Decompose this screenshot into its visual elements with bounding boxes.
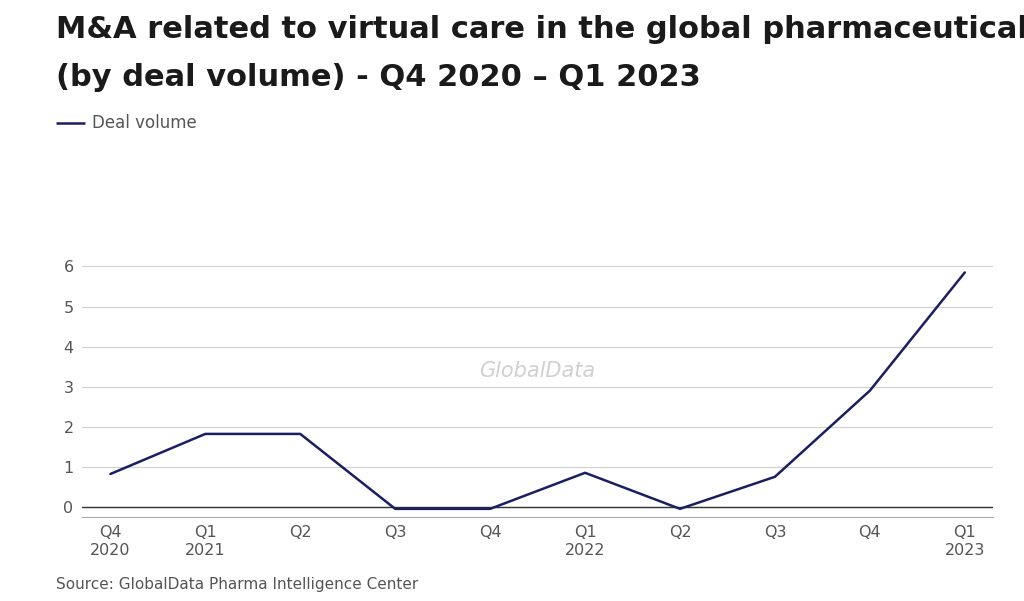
Text: Deal volume: Deal volume	[92, 114, 197, 132]
Text: Source: GlobalData Pharma Intelligence Center: Source: GlobalData Pharma Intelligence C…	[56, 577, 419, 592]
Text: M&A related to virtual care in the global pharmaceutical industry: M&A related to virtual care in the globa…	[56, 15, 1024, 44]
Text: GlobalData: GlobalData	[479, 361, 596, 382]
Text: (by deal volume) - Q4 2020 – Q1 2023: (by deal volume) - Q4 2020 – Q1 2023	[56, 63, 701, 92]
